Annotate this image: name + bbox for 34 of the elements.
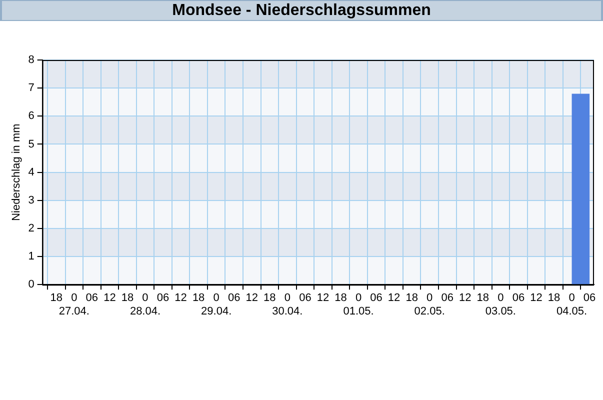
y-tick-label: 7 [28,82,34,94]
y-tick-label: 8 [28,54,34,66]
y-axis-title: Niederschlag in mm [10,124,23,221]
x-tick-label: 06 [228,292,240,304]
x-tick-label: 06 [299,292,312,304]
x-tick-label: 18 [50,292,63,304]
y-tick-label: 3 [28,194,34,206]
x-tick-label: 18 [406,292,418,304]
x-tick-label: 18 [476,292,490,304]
x-tick-label: 06 [370,292,382,304]
chart-title: Mondsee - Niederschlagssummen [0,0,603,21]
x-tick-label: 12 [459,292,472,304]
y-tick-label: 6 [28,110,34,122]
x-tick-label: 18 [548,292,560,304]
x-tick-label: 06 [441,292,454,304]
x-tick-label: 18 [192,292,205,304]
y-tick-label: 4 [28,166,34,178]
x-tick-label: 06 [156,292,170,304]
x-tick-label: 06 [583,292,596,304]
y-tick-label: 5 [28,138,34,150]
x-tick-label: 12 [174,292,187,304]
x-tick-label: 18 [264,292,276,304]
x-tick-label: 12 [104,292,116,304]
y-tick-label: 2 [28,222,34,234]
x-tick-label: 06 [512,292,525,304]
x-tick-label: 12 [246,292,258,304]
x-tick-label: 18 [121,292,134,304]
x-tick-label: 12 [316,292,330,304]
y-tick-label: 0 [28,278,34,291]
x-tick-label: 12 [530,292,542,304]
x-tick-label: 12 [388,292,400,304]
x-tick-label: 06 [86,292,98,304]
y-tick-label: 1 [28,250,34,263]
x-tick-label: 18 [334,292,347,304]
